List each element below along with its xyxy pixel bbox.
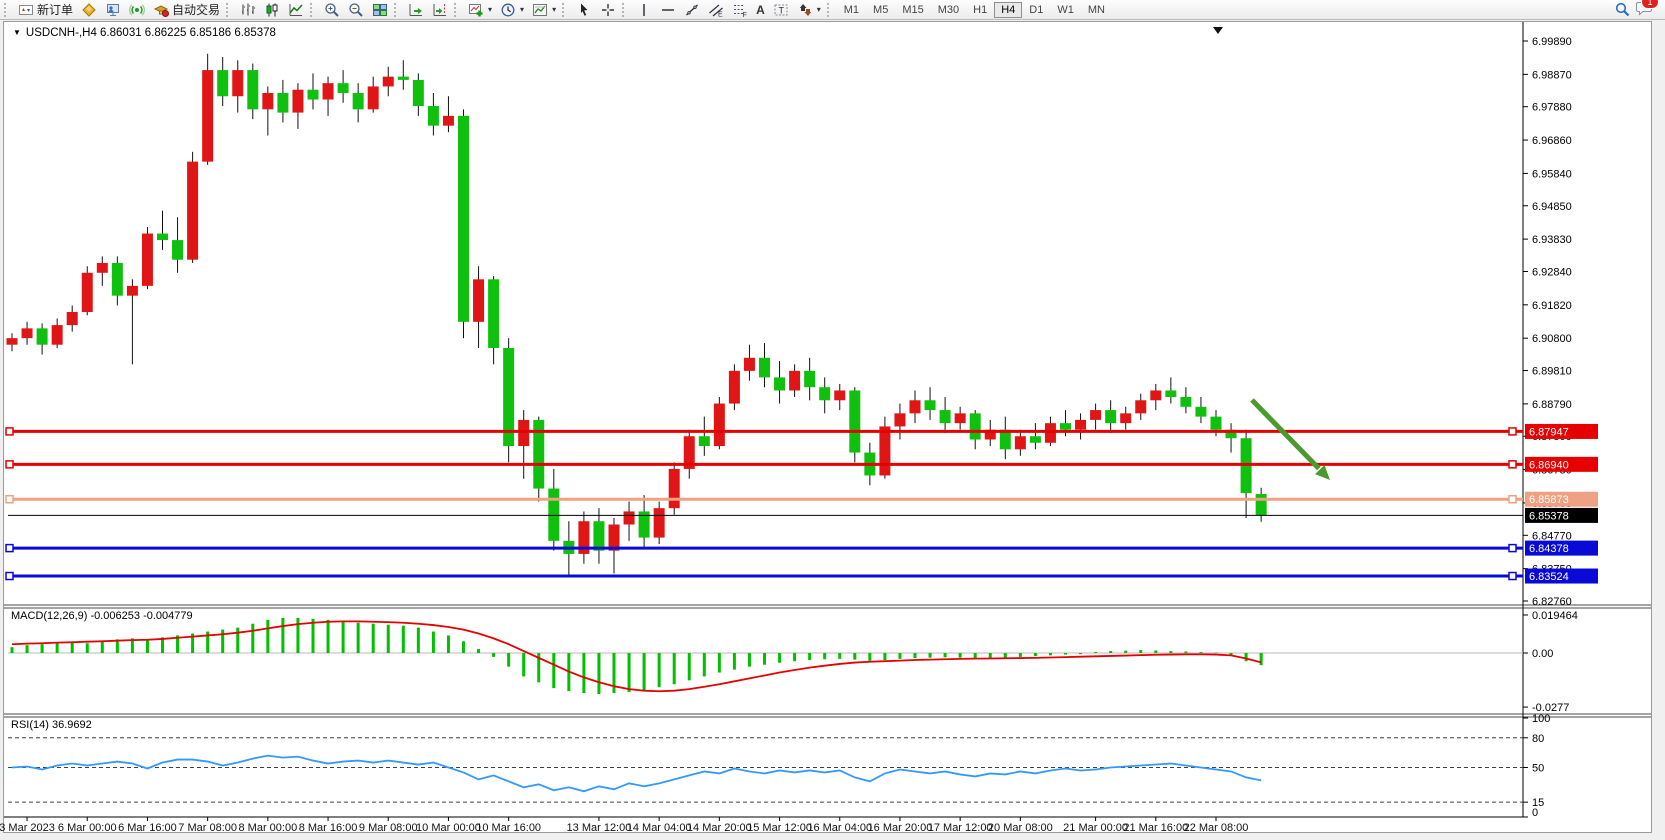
horizontal-line-button[interactable] <box>656 1 680 19</box>
timeframe-h4[interactable]: H4 <box>994 1 1023 18</box>
chart-shift-button[interactable] <box>428 1 452 19</box>
chevron-down-icon: ▾ <box>552 5 557 14</box>
channel-letter: E <box>718 11 723 18</box>
equidistant-channel-button[interactable]: E <box>704 1 728 19</box>
auto-trading-button[interactable]: 自动交易 <box>149 1 224 19</box>
timeframe-m1[interactable]: M1 <box>837 2 866 18</box>
auto-trading-label: 自动交易 <box>172 3 221 17</box>
timeframe-m15[interactable]: M15 <box>895 2 930 18</box>
macd-label: MACD(12,26,9) -0.006253 -0.004779 <box>11 610 193 622</box>
trendline-button[interactable] <box>680 1 704 19</box>
toolbar-grip <box>394 2 401 17</box>
toolbar-grip <box>4 2 11 17</box>
cursor-button[interactable] <box>572 1 596 19</box>
notification-badge: 1 <box>1641 0 1659 9</box>
hosting-icon <box>105 2 121 18</box>
new-chart-button[interactable]: ▾ <box>464 1 496 19</box>
toolbar-grip <box>454 2 461 17</box>
arrows-button[interactable]: ▾ <box>793 1 825 19</box>
text-button[interactable]: A <box>752 1 769 19</box>
tile-windows-button[interactable] <box>368 1 392 19</box>
chart-title-text: USDCNH-,H4 6.86031 6.86225 6.85186 6.853… <box>25 27 276 39</box>
chart-window[interactable] <box>3 21 1652 833</box>
zoom-out-button[interactable] <box>344 1 368 19</box>
notifications-button[interactable]: 1 <box>1635 0 1659 21</box>
timeframe-m30[interactable]: M30 <box>931 2 966 18</box>
text-a-icon: A <box>756 2 765 17</box>
new-order-label: 新订单 <box>37 3 74 17</box>
line-chart-button[interactable] <box>284 1 308 19</box>
deposit-button[interactable] <box>77 1 101 19</box>
chevron-down-icon: ▾ <box>520 5 525 14</box>
toolbar-grip <box>562 2 569 17</box>
bar-chart-button[interactable] <box>236 1 260 19</box>
search-button[interactable] <box>1610 1 1635 19</box>
collapse-triangle-icon[interactable]: ▼ <box>13 28 21 37</box>
auto-trading-icon <box>153 2 170 18</box>
timeframe-h1[interactable]: H1 <box>966 2 994 18</box>
new-order-icon <box>18 2 34 18</box>
timeframe-mn[interactable]: MN <box>1081 2 1112 18</box>
toolbar-grip <box>622 2 629 17</box>
fibonacci-button[interactable]: F <box>728 1 752 19</box>
timeframe-m5[interactable]: M5 <box>866 2 895 18</box>
zoom-in-button[interactable] <box>320 1 344 19</box>
candlestick-chart-button[interactable] <box>260 1 284 19</box>
text-label-button[interactable]: T <box>769 1 793 19</box>
toolbar: 新订单 自动交易 ▾ ▾ ▾ <box>0 0 1665 20</box>
label-t-icon: T <box>778 5 784 15</box>
chart-title: ▼ USDCNH-,H4 6.86031 6.86225 6.85186 6.85… <box>13 27 276 39</box>
chevron-down-icon: ▾ <box>816 5 821 14</box>
search-icon <box>1614 1 1631 18</box>
timeframe-d1[interactable]: D1 <box>1022 2 1050 18</box>
toolbar-grip <box>826 2 834 17</box>
gold-diamond-icon <box>81 2 97 18</box>
templates-button[interactable]: ▾ <box>528 1 560 19</box>
toolbar-grip <box>310 2 317 17</box>
timeframe-w1[interactable]: W1 <box>1050 2 1081 18</box>
periods-button[interactable]: ▾ <box>496 1 528 19</box>
hosting-button[interactable] <box>101 1 125 19</box>
signals-button[interactable] <box>125 1 149 19</box>
fibo-letter: F <box>743 12 747 18</box>
vertical-line-button[interactable] <box>632 1 656 19</box>
auto-scroll-button[interactable] <box>404 1 428 19</box>
signals-icon <box>129 2 145 18</box>
toolbar-grip <box>226 2 233 17</box>
new-order-button[interactable]: 新订单 <box>14 1 77 19</box>
chevron-down-icon: ▾ <box>488 5 493 14</box>
rsi-label: RSI(14) 36.9692 <box>11 719 92 731</box>
crosshair-button[interactable] <box>596 1 620 19</box>
